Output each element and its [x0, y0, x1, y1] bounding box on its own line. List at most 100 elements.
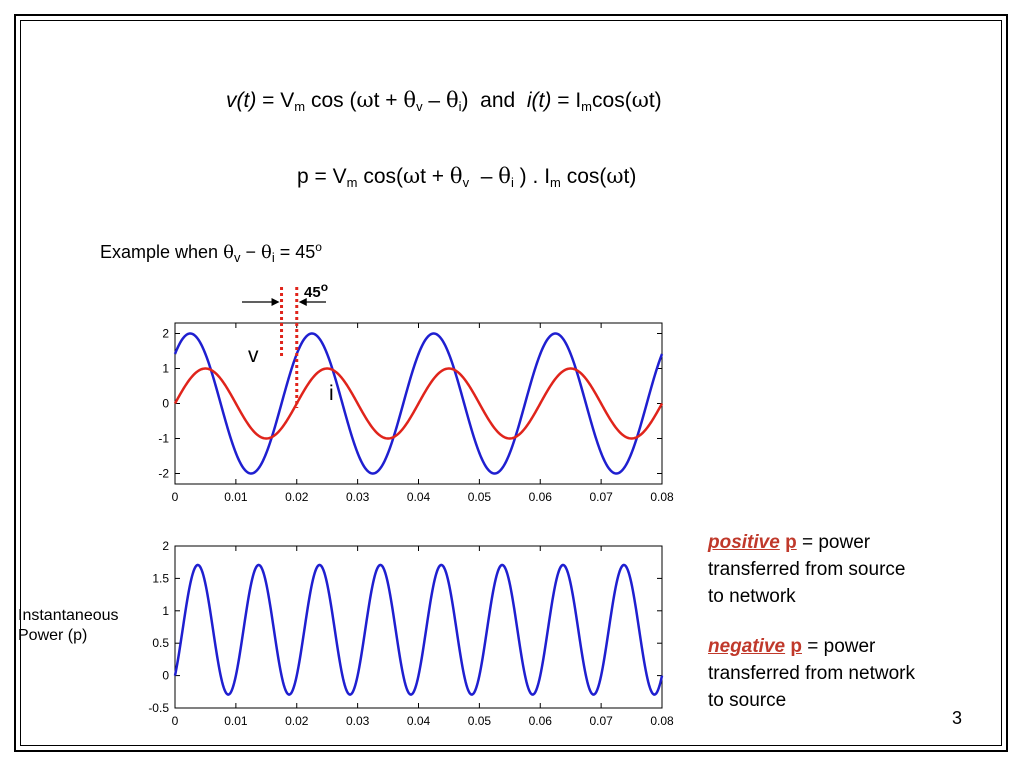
phase-value: 45 — [304, 284, 321, 301]
eq1-close: ) — [461, 89, 469, 112]
note-negative-rest: = power — [807, 636, 876, 657]
eq1-vm-sub: m — [294, 99, 306, 114]
y-tick-label: 0.5 — [152, 636, 169, 650]
slide-border-inner — [20, 20, 1002, 746]
example-theta-v-sub: v — [233, 250, 241, 265]
y-tick-label: 1 — [162, 604, 169, 618]
note-negative-p: p — [790, 636, 802, 657]
v-of-t: v(t) — [226, 89, 257, 112]
x-tick-label: 0.05 — [468, 714, 492, 728]
example-degree: o — [315, 240, 322, 254]
example-theta-i: θ — [260, 242, 272, 263]
page-number: 3 — [952, 708, 963, 728]
y-tick-label: -2 — [158, 467, 169, 481]
x-tick-label: 0.04 — [407, 714, 431, 728]
eq2-theta-i-sub: i — [510, 175, 514, 190]
eq1-vm: V — [280, 89, 295, 112]
x-tick-label: 0.08 — [650, 490, 674, 504]
eq2-cos2: cos( — [566, 165, 607, 188]
example-prefix: Example when — [100, 242, 219, 262]
eq1-omega: ω — [356, 88, 374, 112]
note-positive-p: p — [785, 532, 797, 553]
power-axis-label-line1: Instantaneous — [18, 607, 119, 624]
y-tick-label: 0 — [162, 669, 169, 683]
eq1-t-plus: t + — [373, 89, 398, 112]
eq1-and: and — [480, 89, 516, 112]
x-tick-label: 0.07 — [589, 490, 613, 504]
x-tick-label: 0.02 — [285, 714, 309, 728]
x-tick-label: 0 — [172, 714, 179, 728]
example-equals: = 45 — [279, 242, 316, 262]
curve-label-i: i — [329, 382, 334, 405]
y-tick-label: 2 — [162, 327, 169, 341]
y-tick-label: -0.5 — [148, 701, 169, 715]
eq2-close-dot: ) . — [519, 165, 539, 188]
eq2-vm-sub: m — [346, 175, 358, 190]
eq1-equals-b: = — [557, 89, 570, 112]
curve-label-v: v — [248, 344, 259, 367]
x-tick-label: 0.03 — [346, 490, 370, 504]
example-theta-v: θ — [223, 242, 234, 263]
y-tick-label: -1 — [158, 432, 169, 446]
note-positive-line3: to network — [708, 586, 796, 607]
x-tick-label: 0.05 — [468, 490, 492, 504]
eq2-vm: V — [332, 165, 347, 188]
eq2-omega: ω — [403, 164, 421, 188]
y-tick-label: 0 — [162, 397, 169, 411]
eq1-equals: = — [262, 89, 275, 112]
eq1-cos: cos ( — [310, 89, 357, 112]
x-tick-label: 0.02 — [285, 490, 309, 504]
series-p-line — [173, 563, 664, 696]
phase-arrowhead-left — [271, 298, 280, 306]
x-tick-label: 0.01 — [224, 714, 248, 728]
series-v-line — [173, 332, 664, 475]
x-tick-label: 0.06 — [529, 714, 553, 728]
power-axis-label-line2: Power (p) — [18, 627, 88, 644]
eq2-theta-i: θ — [498, 164, 511, 188]
x-tick-label: 0.08 — [650, 714, 674, 728]
eq2-t-close: t) — [623, 165, 637, 188]
eq1-cos2: cos( — [592, 89, 632, 112]
phase-degree: o — [320, 280, 329, 294]
phase-annotation-label: 45o — [304, 280, 328, 301]
eq1-im: I — [575, 89, 582, 112]
x-tick-label: 0.04 — [407, 490, 431, 504]
x-tick-label: 0.06 — [529, 490, 553, 504]
eq1-theta-i: θ — [445, 88, 459, 112]
note-positive-word: positive — [708, 532, 780, 553]
note-positive-rest: = power — [801, 532, 871, 553]
eq2-omega2: ω — [606, 164, 624, 188]
equation-voltage-current: v(t) = Vm cos (ωt + θv – θi) and i(t) = … — [226, 88, 662, 114]
note-positive-power: positive p = power transferred from sour… — [708, 529, 998, 610]
note-positive-line2: transferred from source — [708, 559, 906, 580]
phase-arrowhead-right — [298, 298, 307, 306]
note-negative-power: negative p = power transferred from netw… — [708, 633, 998, 714]
y-tick-label: 1 — [162, 362, 169, 376]
eq1-t-close: t) — [648, 89, 662, 112]
series-i-line — [173, 367, 664, 440]
example-theta-i-sub: i — [271, 250, 275, 265]
eq1-im-sub: m — [581, 99, 593, 114]
eq2-theta-v-sub: v — [462, 175, 470, 190]
power-axis-label: Instantaneous Power (p) — [18, 606, 119, 646]
eq1-omega2: ω — [631, 88, 649, 112]
eq2-theta-v: θ — [449, 164, 463, 188]
eq2-im: I — [544, 165, 551, 188]
example-minus: − — [245, 242, 256, 262]
eq1-minus: – — [428, 89, 441, 112]
eq2-p: p = — [297, 165, 327, 188]
eq2-im-sub: m — [550, 175, 561, 190]
equation-power: p = Vm cos(ωt + θv – θi ) . Im cos(ωt) — [297, 164, 636, 190]
example-condition: Example when θv − θi = 45o — [100, 240, 322, 265]
x-tick-label: 0.03 — [346, 714, 370, 728]
y-tick-label: 1.5 — [152, 571, 169, 585]
note-negative-line2: transferred from network — [708, 663, 915, 684]
eq2-t-plus: t + — [420, 165, 445, 188]
eq2-cos: cos( — [363, 165, 404, 188]
note-negative-word: negative — [708, 636, 786, 657]
y-tick-label: 2 — [162, 539, 169, 553]
eq2-minus: – — [480, 165, 493, 188]
i-of-t: i(t) — [526, 89, 552, 112]
note-negative-line3: to source — [708, 690, 787, 711]
